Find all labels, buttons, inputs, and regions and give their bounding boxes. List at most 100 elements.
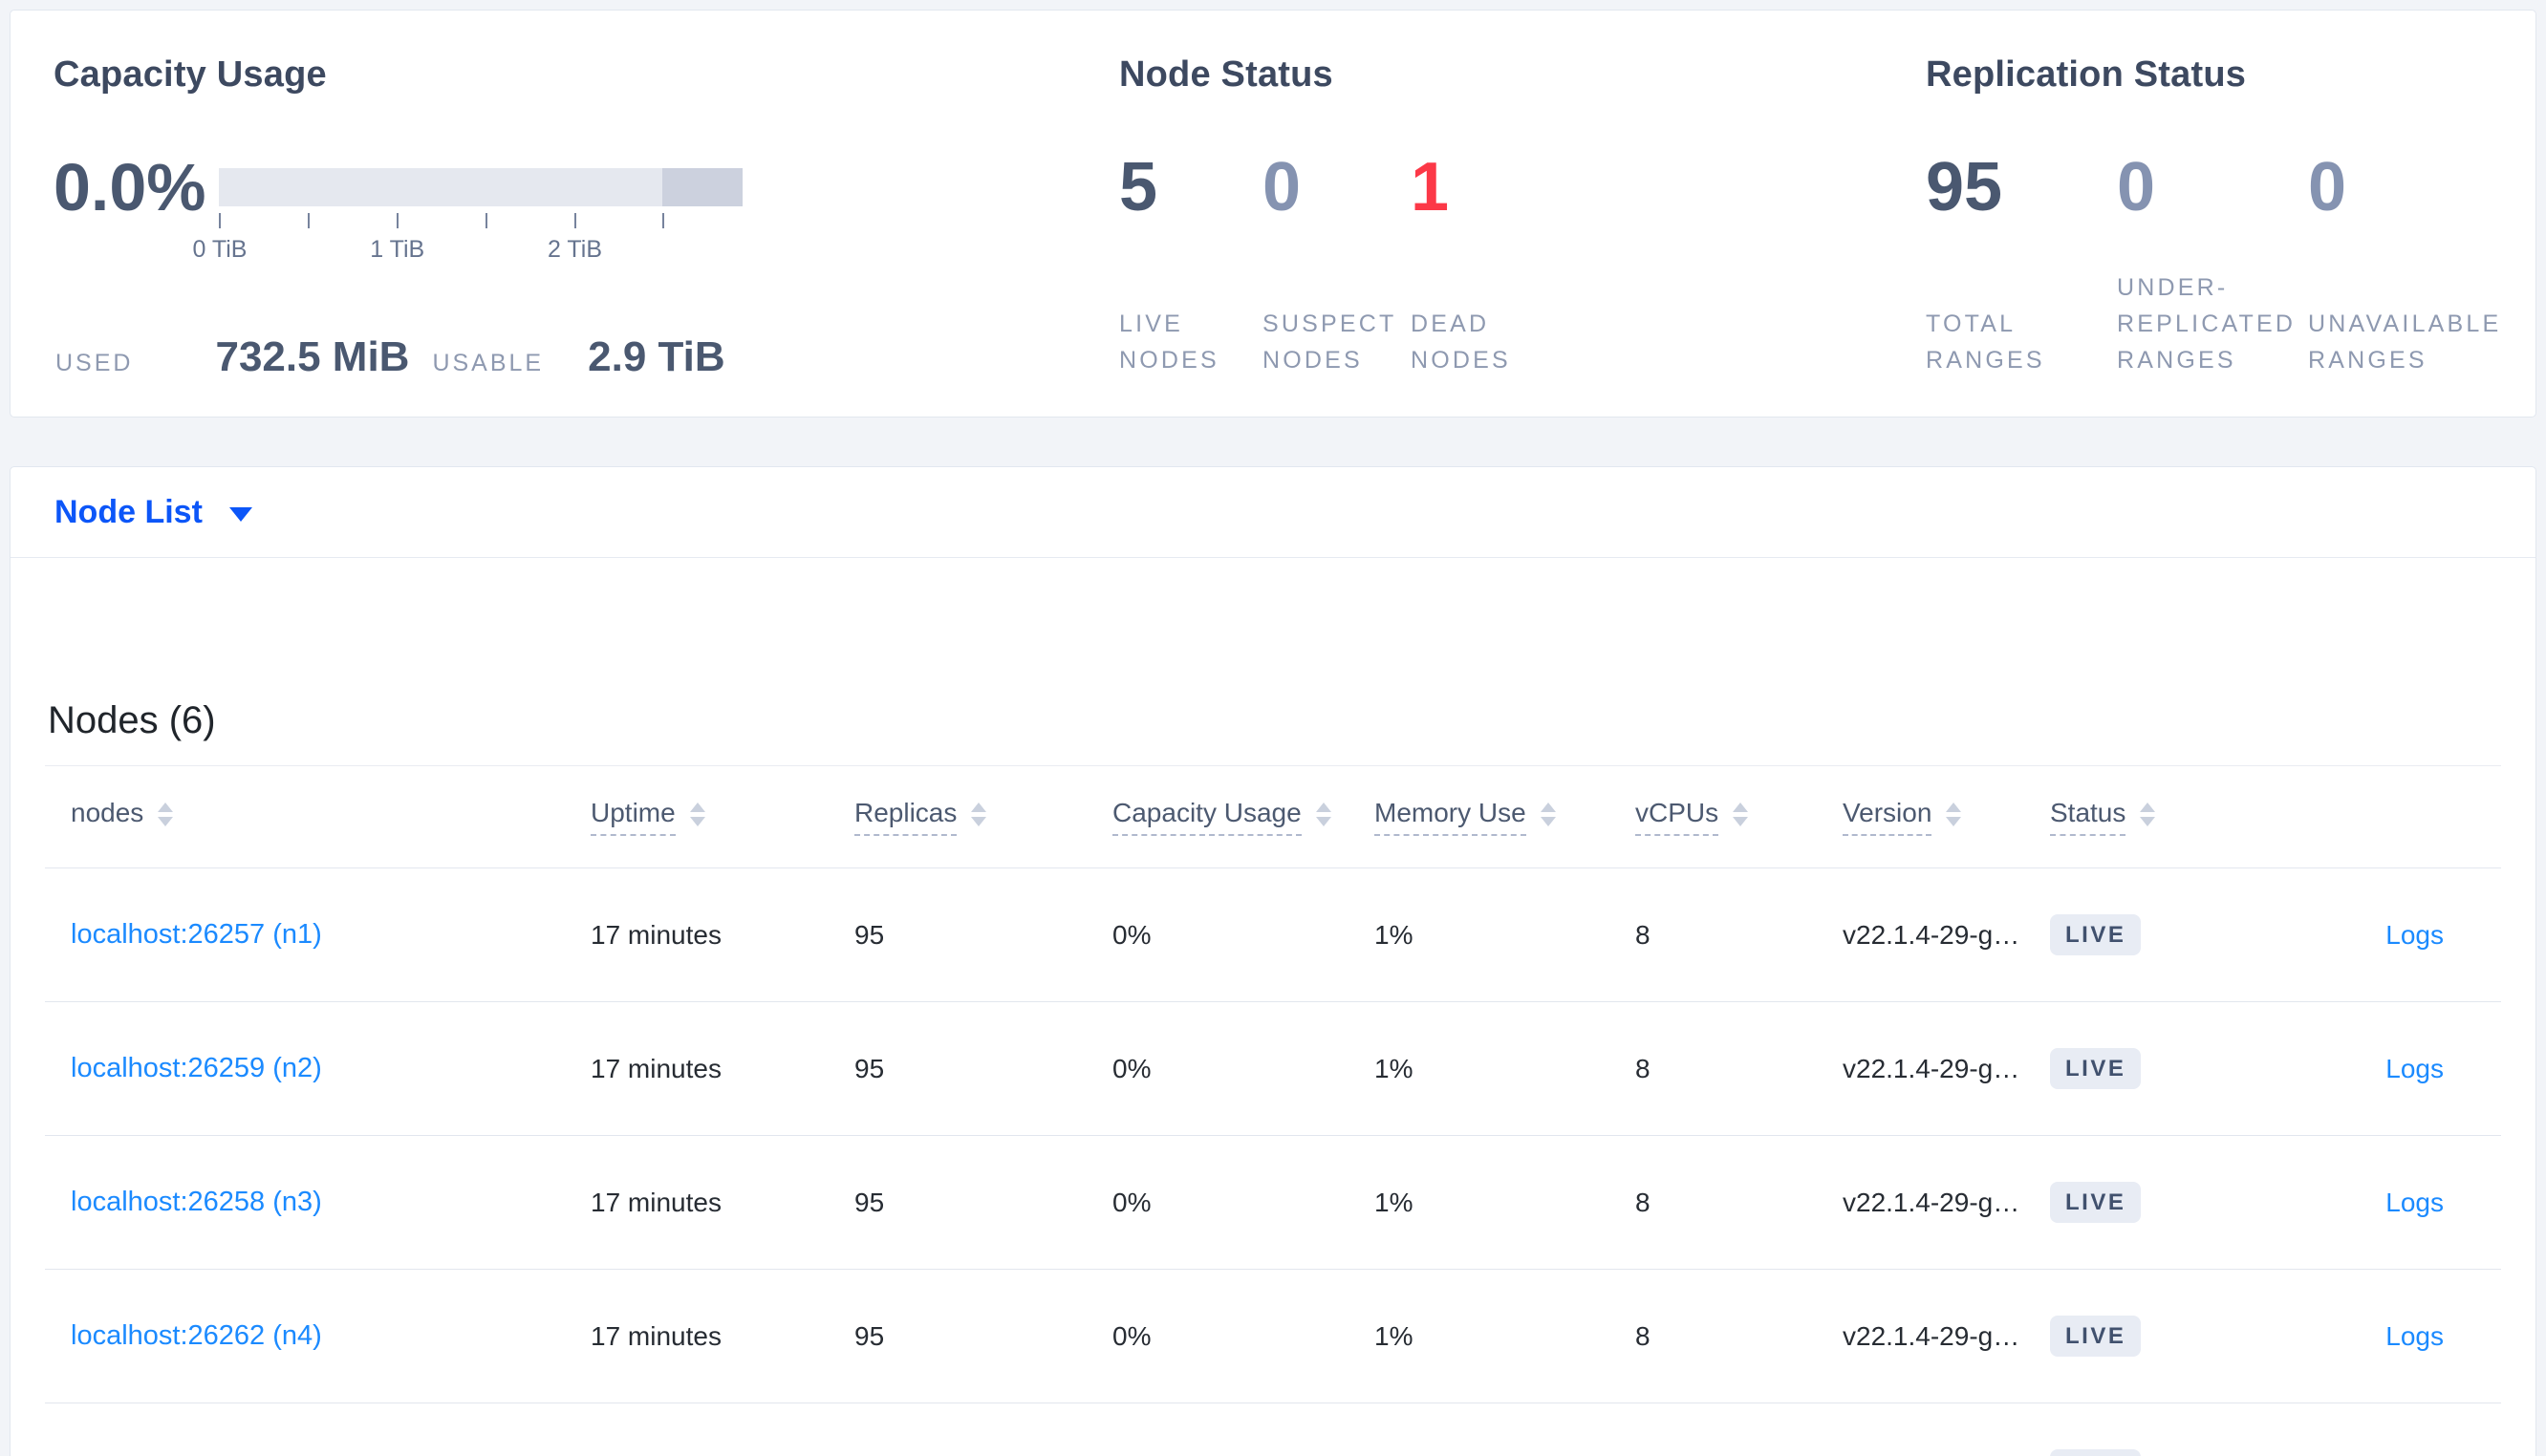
table-row: localhost:26260 (n5) 17 minutes 95 0% 1%… [45,1403,2501,1456]
vcpus-cell: 8 [1635,1053,1651,1083]
live-nodes-value: 5 [1119,149,1158,225]
uptime-cell: 17 minutes [591,1053,722,1083]
node-list-selector[interactable]: Node List [11,467,2535,558]
total-ranges-stat: 95 TOTAL RANGES [1926,153,2117,378]
sort-icon [158,802,174,826]
suspect-nodes-value: 0 [1262,149,1302,225]
node-list-selector-label: Node List [54,493,203,530]
sort-icon [1315,802,1331,826]
uptime-cell: 17 minutes [591,1320,722,1351]
capacity-used-percent: 0.0% [54,150,206,225]
node-link[interactable]: localhost:26257 (n1) [71,919,322,950]
memory-use-cell: 1% [1374,919,1413,950]
vcpus-cell: 8 [1635,1455,1843,1456]
version-cell: v22.1.4-29-g… [1843,1053,2020,1083]
capacity-usage-cell: 0% [1112,919,1152,950]
replication-status-title: Replication Status [1926,54,2247,95]
under-replicated-ranges-value: 0 [2117,149,2156,225]
vcpus-cell: 8 [1635,1187,1651,1217]
capacity-bar-chart: 0 TiB 1 TiB 2 TiB [193,168,743,309]
unavailable-ranges-label: UNAVAILABLE RANGES [2308,310,2502,374]
logs-link[interactable]: Logs [2385,1320,2444,1351]
status-badge: LIVE [2050,914,2142,955]
column-header-version[interactable]: Version [1843,798,2050,836]
memory-use-cell: 1% [1374,1455,1635,1456]
unavailable-ranges-stat: 0 UNAVAILABLE RANGES [2308,153,2509,378]
node-status-stats: 5 LIVE NODES 0 SUSPECT NODES 1 DEAD NODE… [1119,153,1573,378]
version-cell: v22.1.4-29-g… [1843,1320,2020,1351]
capacity-usage-cell: 0% [1112,1053,1152,1083]
sort-icon [1946,802,1962,826]
replicas-cell: 95 [854,1455,1112,1456]
uptime-cell: 17 minutes [591,1187,722,1217]
sort-icon [1733,802,1749,826]
used-label: USED [55,350,134,376]
replicas-cell: 95 [854,919,885,950]
memory-use-cell: 1% [1374,1053,1413,1083]
column-header-capacity-usage[interactable]: Capacity Usage [1112,798,1374,836]
live-nodes-label: LIVE NODES [1119,310,1219,374]
sort-icon [1540,802,1556,826]
cluster-summary-card: Capacity Usage 0.0% 0 TiB 1 TiB 2 TiB USED… [10,10,2536,418]
capacity-bar-track [219,168,743,206]
logs-link[interactable]: Logs [2385,919,2444,950]
column-header-vcpus[interactable]: vCPUs [1635,798,1843,836]
dead-nodes-value: 1 [1411,149,1450,225]
vcpus-cell: 8 [1635,1320,1651,1351]
dead-nodes-stat: 1 DEAD NODES [1411,153,1573,378]
table-row: localhost:26257 (n1) 17 minutes 95 0% 1%… [45,868,2501,1002]
replication-stats: 95 TOTAL RANGES 0 UNDER-REPLICATED RANGE… [1926,153,2509,378]
status-badge: LIVE [2050,1449,2142,1456]
table-row: localhost:26259 (n2) 17 minutes 95 0% 1%… [45,1002,2501,1136]
column-header-replicas[interactable]: Replicas [854,798,1112,836]
usable-label: USABLE [432,350,545,376]
node-link[interactable]: localhost:26262 (n4) [71,1320,322,1351]
node-status-title: Node Status [1119,54,1333,95]
logs-link[interactable]: Logs [2385,1053,2444,1083]
sort-icon [2140,802,2156,826]
logs-link[interactable]: Logs [2385,1187,2444,1217]
node-status-panel: Node Status 5 LIVE NODES 0 SUSPECT NODES… [1119,56,1573,378]
memory-use-cell: 1% [1374,1320,1413,1351]
status-badge: LIVE [2050,1182,2142,1223]
capacity-bar-axis: 0 TiB 1 TiB 2 TiB [193,213,743,309]
used-value: 732.5 MiB [215,333,410,380]
capacity-used-row: USED 732.5 MiB USABLE 2.9 TiB [55,333,725,381]
node-link[interactable]: localhost:26260 (n5) [71,1454,322,1456]
column-header-nodes[interactable]: nodes [45,798,591,836]
memory-use-cell: 1% [1374,1187,1413,1217]
status-badge: LIVE [2050,1048,2142,1089]
usable-value: 2.9 TiB [588,333,725,380]
capacity-usage-title: Capacity Usage [54,54,327,95]
nodes-table-body: localhost:26257 (n1) 17 minutes 95 0% 1%… [45,868,2501,1456]
node-link[interactable]: localhost:26258 (n3) [71,1187,322,1217]
suspect-nodes-stat: 0 SUSPECT NODES [1262,153,1411,378]
unavailable-ranges-value: 0 [2308,149,2347,225]
under-replicated-ranges-stat: 0 UNDER-REPLICATED RANGES [2117,153,2308,378]
replicas-cell: 95 [854,1320,885,1351]
column-header-status[interactable]: Status [2050,798,2279,836]
column-header-uptime[interactable]: Uptime [591,798,854,836]
sort-icon [689,802,705,826]
table-row: localhost:26262 (n4) 17 minutes 95 0% 1%… [45,1270,2501,1403]
chevron-down-icon [228,506,252,522]
dead-nodes-label: DEAD NODES [1411,310,1511,374]
total-ranges-value: 95 [1926,149,2003,225]
node-link[interactable]: localhost:26259 (n2) [71,1053,322,1083]
nodes-table-header: nodes Uptime Replicas Capacity Usage Mem… [45,765,2501,868]
total-ranges-label: TOTAL RANGES [1926,310,2045,374]
live-nodes-stat: 5 LIVE NODES [1119,153,1262,378]
status-badge: LIVE [2050,1316,2142,1357]
sort-icon [971,802,987,826]
version-cell: v22.1.4-29-g… [1843,1455,2050,1456]
logs-link[interactable]: Logs [2385,1455,2444,1456]
nodes-table-title: Nodes (6) [48,699,216,741]
replication-status-panel: Replication Status 95 TOTAL RANGES 0 UND… [1926,56,2509,378]
column-header-memory-use[interactable]: Memory Use [1374,798,1635,836]
suspect-nodes-label: SUSPECT NODES [1262,310,1397,374]
uptime-cell: 17 minutes [591,1455,854,1456]
vcpus-cell: 8 [1635,919,1651,950]
table-row: localhost:26258 (n3) 17 minutes 95 0% 1%… [45,1136,2501,1270]
node-list-card: Node List Nodes (6) nodes Uptime Replica… [10,466,2536,1456]
capacity-usage-cell: 0% [1112,1455,1374,1456]
